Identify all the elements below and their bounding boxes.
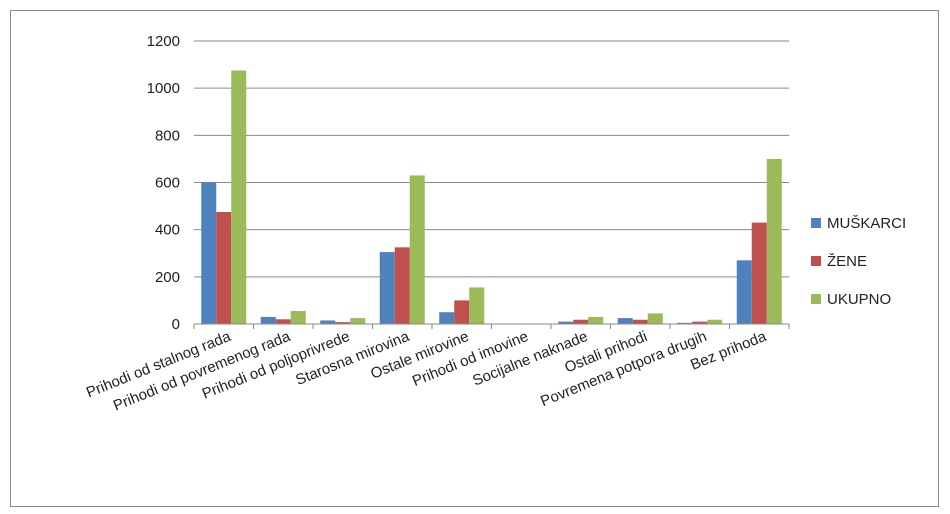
legend-label: UKUPNO xyxy=(827,291,891,308)
bar xyxy=(394,247,410,324)
y-tick-label: 600 xyxy=(155,175,180,192)
legend-label: ŽENE xyxy=(827,253,867,270)
legend-swatch xyxy=(811,256,821,266)
bar xyxy=(558,321,574,324)
y-tick-label: 200 xyxy=(155,269,180,286)
bar xyxy=(588,316,604,324)
bars xyxy=(201,70,782,324)
bar xyxy=(335,322,351,324)
bar xyxy=(766,158,782,324)
bar xyxy=(439,312,455,324)
bar xyxy=(290,311,306,324)
bar xyxy=(573,319,589,324)
y-tick-label: 800 xyxy=(155,127,180,144)
bar xyxy=(409,175,425,324)
bar xyxy=(350,318,366,324)
bar xyxy=(469,287,485,324)
y-tick-label: 0 xyxy=(172,316,180,333)
chart-frame: 0 200 400 600 800 1000 1200 Prihodi od stalnog… xyxy=(10,10,939,507)
bar xyxy=(320,320,336,324)
y-tick-label: 1000 xyxy=(147,80,180,97)
bar xyxy=(454,300,470,324)
bar xyxy=(617,318,633,324)
legend-label: MUŠKARCI xyxy=(827,215,906,232)
bar xyxy=(231,70,247,324)
bar xyxy=(216,211,232,324)
bar xyxy=(692,321,708,324)
bar xyxy=(379,252,395,324)
legend-swatch xyxy=(811,218,821,228)
bar xyxy=(707,319,723,324)
bar xyxy=(736,260,752,324)
bar xyxy=(677,322,693,324)
bar xyxy=(201,182,217,324)
bar xyxy=(275,319,291,324)
bar xyxy=(751,222,767,324)
y-tick-label: 1200 xyxy=(147,33,180,50)
bar xyxy=(647,313,663,324)
bar-chart: 0 200 400 600 800 1000 1200 Prihodi od stalnog… xyxy=(84,33,906,415)
legend: MUŠKARCI ŽENE UKUPNO xyxy=(811,215,906,308)
gridlines xyxy=(194,40,789,278)
legend-swatch xyxy=(811,294,821,304)
y-axis-ticks: 0 200 400 600 800 1000 1200 xyxy=(147,33,180,333)
y-tick-label: 400 xyxy=(155,222,180,239)
bar xyxy=(632,319,648,324)
x-axis xyxy=(193,323,790,329)
bar xyxy=(260,316,276,324)
